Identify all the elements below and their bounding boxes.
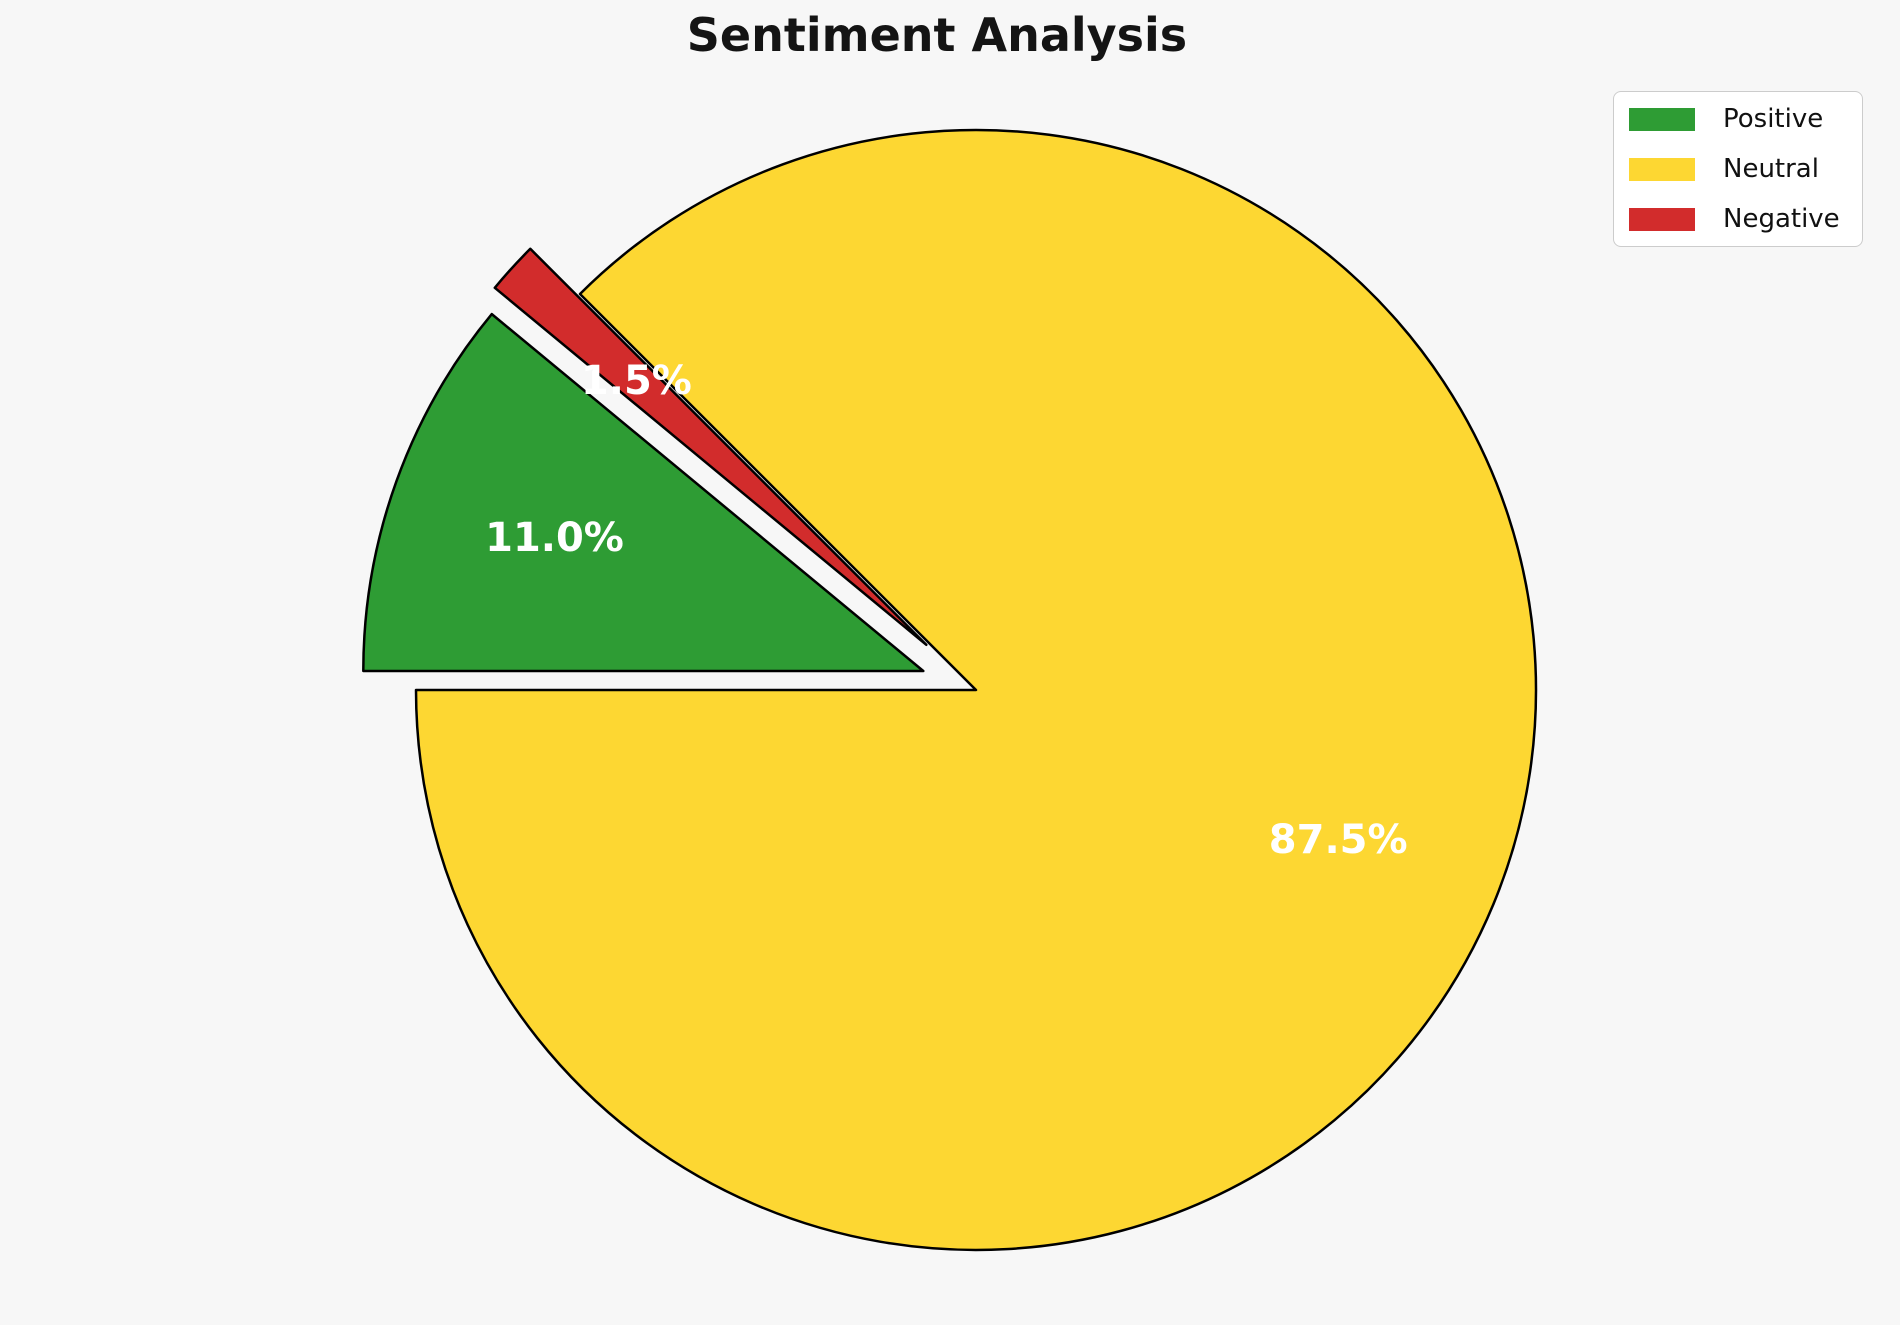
pie-slice-negative[interactable] xyxy=(493,247,928,647)
legend-label-neutral: Neutral xyxy=(1723,154,1819,184)
legend-item-neutral[interactable]: Neutral xyxy=(1629,156,1847,182)
legend-swatch-negative-icon xyxy=(1629,207,1695,231)
legend-label-positive: Positive xyxy=(1723,104,1824,134)
chart-title: Sentiment Analysis xyxy=(686,8,1188,62)
pie-label-positive: 11.0% xyxy=(485,515,624,561)
legend-label-negative: Negative xyxy=(1723,204,1840,234)
legend-item-negative[interactable]: Negative xyxy=(1629,206,1847,232)
legend: Positive Neutral Negative xyxy=(1613,91,1863,247)
legend-swatch-neutral-icon xyxy=(1629,157,1695,181)
pie-slice-positive[interactable] xyxy=(362,312,925,673)
legend-swatch-positive-icon xyxy=(1629,107,1695,131)
pie-label-neutral: 87.5% xyxy=(1269,817,1408,863)
pie-label-negative: 1.5% xyxy=(581,358,692,404)
legend-item-positive[interactable]: Positive xyxy=(1629,106,1847,132)
pie-slice-neutral[interactable] xyxy=(414,128,1538,1252)
